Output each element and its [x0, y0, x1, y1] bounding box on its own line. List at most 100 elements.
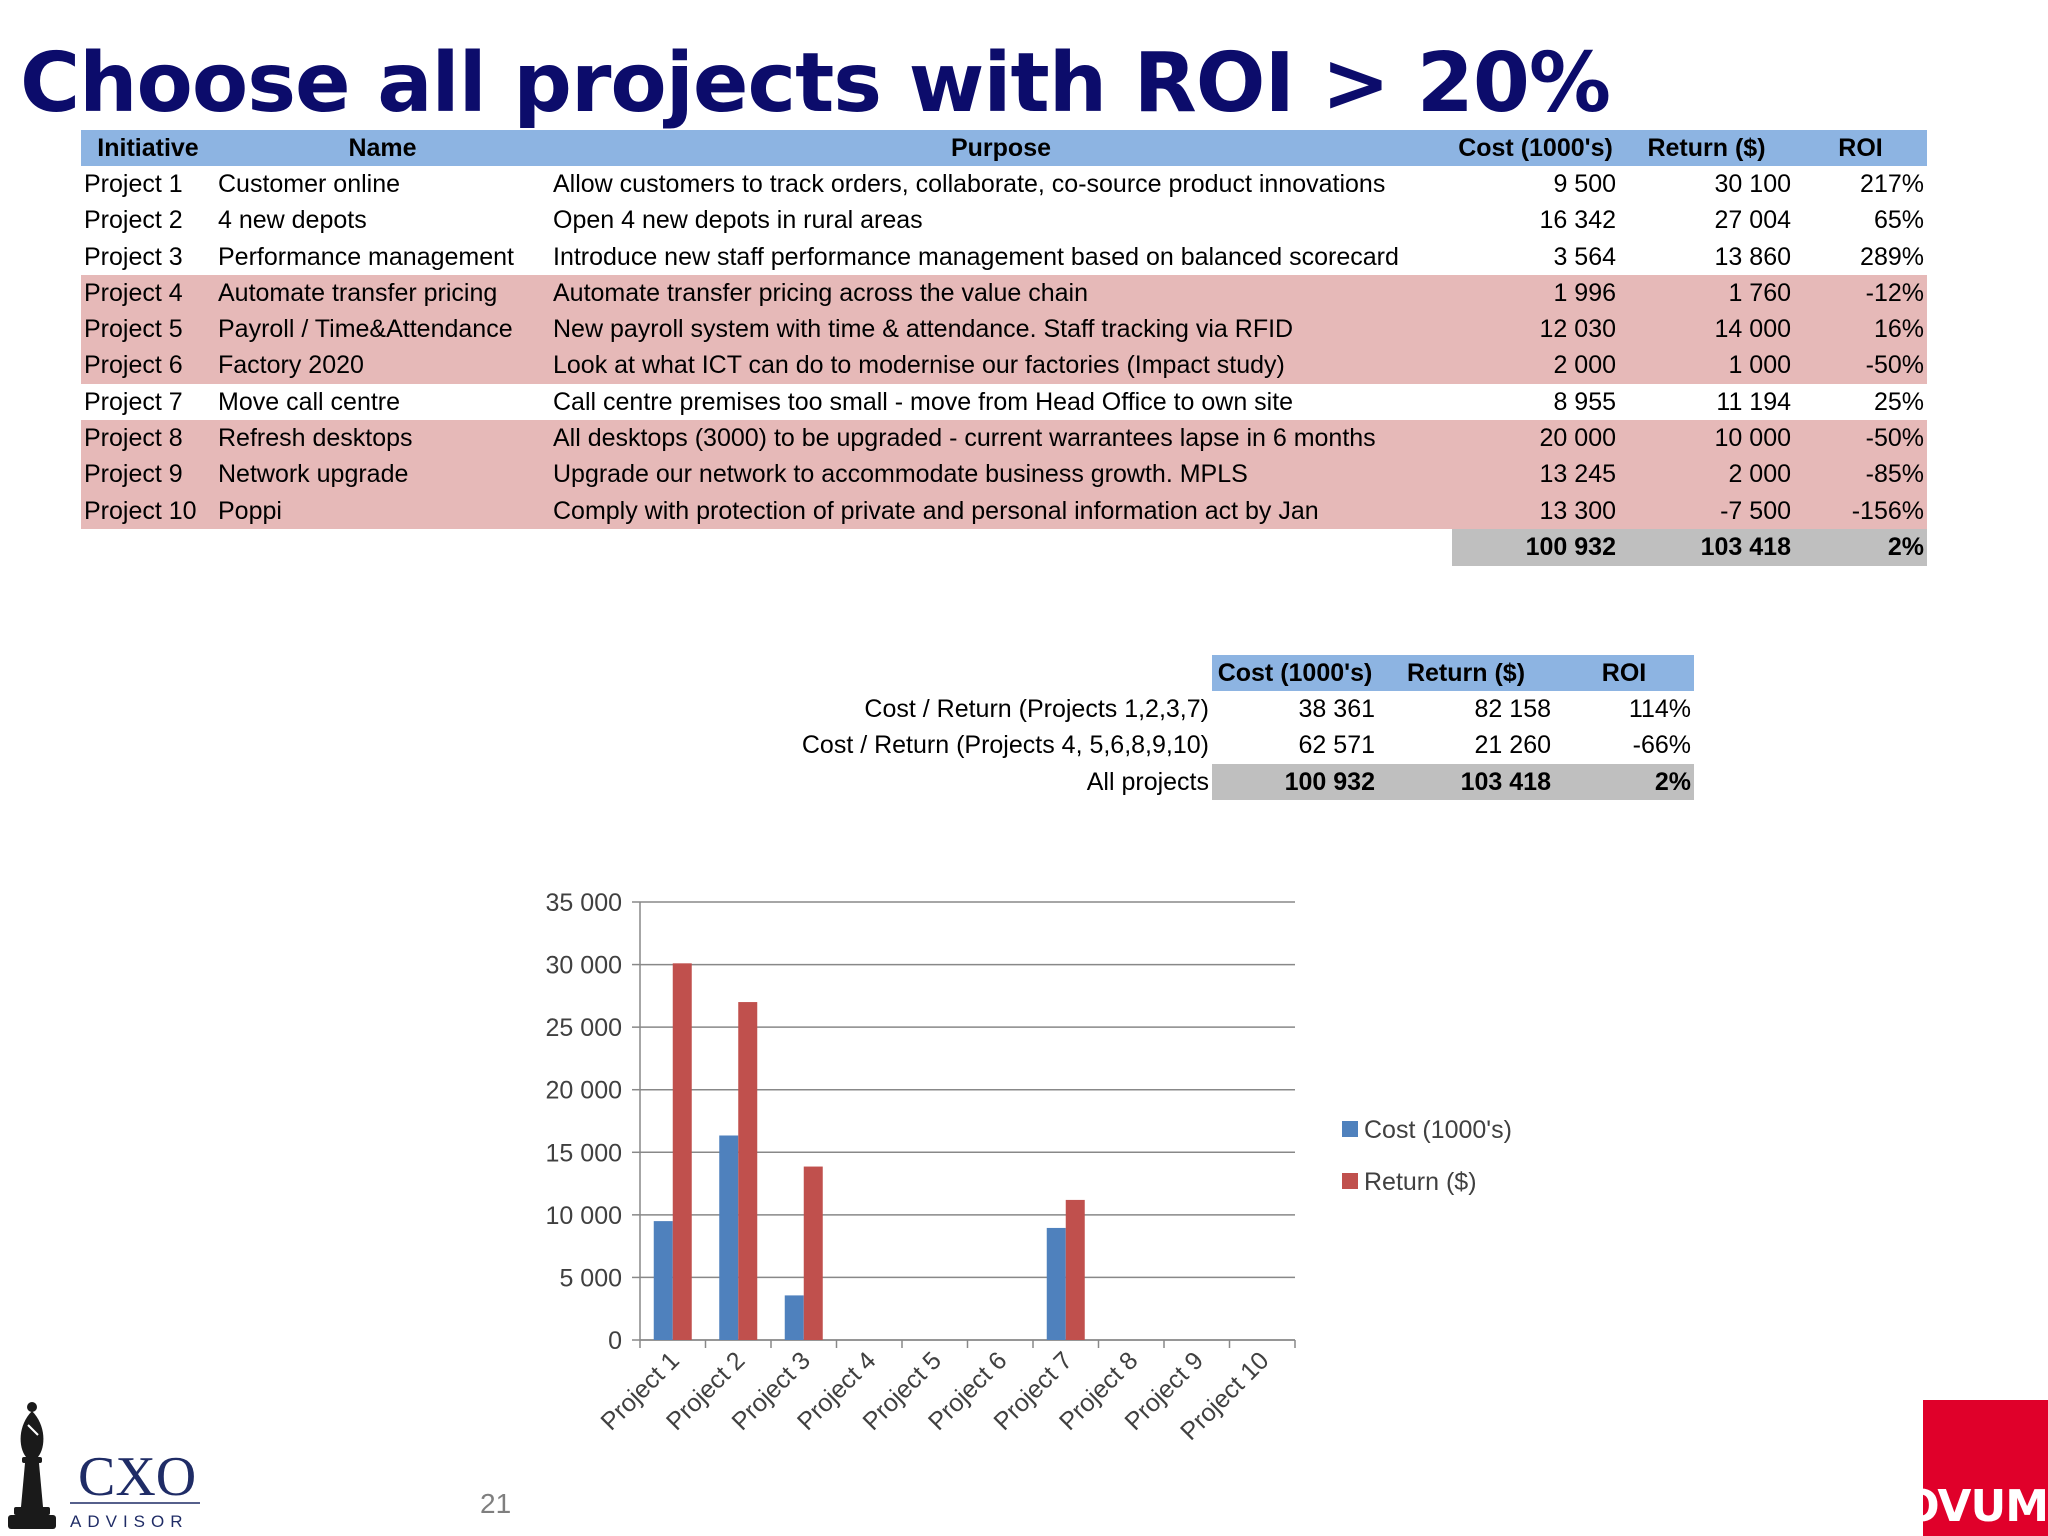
cell-return: 13 860 [1714, 242, 1791, 271]
bar-cost [1046, 1227, 1066, 1340]
cell-return: 27 004 [1714, 206, 1791, 235]
table-row: Project 6 Factory 2020 Look at what ICT ca… [81, 347, 1927, 385]
cell-name: Poppi [215, 492, 550, 530]
cell-name: 4 new depots [218, 206, 367, 235]
cell-purpose: Comply with protection of private and pe… [550, 492, 1452, 530]
chess-bishop-icon [8, 1402, 56, 1529]
cell-cost: 9 500 [1553, 169, 1616, 198]
table-row: Project 9 Network upgrade Upgrade our netw… [81, 456, 1927, 493]
total-spacer [81, 529, 215, 565]
legend-swatch [1342, 1173, 1358, 1189]
table-row: Project 4 Automate transfer pricing Automa… [81, 275, 1927, 312]
cell-roi: -50% [1794, 420, 1927, 457]
summary-cell-roi: 114% [1628, 694, 1691, 723]
y-tick-label: 35 000 [546, 889, 622, 917]
table-total-row: 100 932 103 418 2% [81, 529, 1927, 566]
total-roi: 2% [1794, 529, 1927, 566]
page-title: Choose all projects with ROI > 20% [20, 36, 1611, 131]
header-cost: Cost (1000's) [1452, 130, 1619, 167]
cell-cost: 2 000 [1452, 347, 1619, 385]
summary-total-label: All projects [1086, 767, 1209, 796]
cell-roi: 217% [1860, 169, 1924, 198]
bar-cost [719, 1135, 739, 1340]
legend-label: Cost (1000's) [1364, 1116, 1512, 1144]
cxo-logo-subtext: ADVISOR [70, 1512, 189, 1531]
cell-initiative: Project 2 [84, 206, 183, 235]
cell-name: Performance management [218, 242, 514, 271]
cell-cost: 8 955 [1553, 387, 1616, 416]
table-row: Project 5 Payroll / Time&Attendance New pa… [81, 311, 1927, 348]
bar-return [672, 963, 692, 1340]
cell-purpose: Allow customers to track orders, collabo… [553, 169, 1386, 198]
bar-return [803, 1166, 823, 1340]
cell-purpose: New payroll system with time & attendanc… [550, 311, 1452, 348]
y-tick-label: 0 [608, 1327, 622, 1355]
cell-cost: 13 300 [1452, 492, 1619, 530]
cell-initiative: Project 6 [81, 347, 215, 385]
summary-row: Cost / Return (Projects 1,2,3,7) 38 361 82… [760, 691, 1694, 727]
bar-cost [784, 1295, 804, 1340]
projects-table: Initiative Name Purpose Cost (1000's) Re… [81, 130, 1927, 566]
y-tick-label: 25 000 [546, 1014, 622, 1042]
cell-name: Factory 2020 [215, 347, 550, 385]
table-row: Project 7 Move call centre Call centre pre… [81, 384, 1927, 420]
cell-purpose: Upgrade our network to accommodate busin… [550, 456, 1452, 493]
cell-cost: 12 030 [1452, 311, 1619, 348]
summary-row: Cost / Return (Projects 4, 5,6,8,9,10) 62… [760, 728, 1694, 764]
cell-purpose: Automate transfer pricing across the val… [550, 275, 1452, 312]
cell-name: Move call centre [218, 387, 401, 416]
summary-cell-label: Cost / Return (Projects 4, 5,6,8,9,10) [801, 731, 1209, 760]
bar-return [1065, 1199, 1085, 1340]
header-roi: ROI [1794, 130, 1927, 167]
cxo-logo-text: CXO [78, 1446, 196, 1508]
table-row: Project 2 4 new depots Open 4 new depots i… [81, 203, 1927, 239]
cell-purpose: Look at what ICT can do to modernise our… [550, 347, 1452, 385]
total-cost: 100 932 [1452, 529, 1619, 566]
y-tick-label: 10 000 [546, 1202, 622, 1230]
cell-initiative: Project 8 [81, 420, 215, 457]
cell-name: Automate transfer pricing [215, 275, 550, 312]
cell-return: -7 500 [1619, 492, 1794, 530]
cell-purpose: Call centre premises too small - move fr… [553, 387, 1294, 416]
summary-header-cost: Cost (1000's) [1212, 655, 1378, 692]
cell-return: 2 000 [1619, 456, 1794, 493]
cell-cost: 16 342 [1539, 206, 1616, 235]
projects-table-header: Initiative Name Purpose Cost (1000's) Re… [81, 130, 1927, 167]
cell-name: Refresh desktops [215, 420, 550, 457]
table-row: Project 1 Customer online Allow customers … [81, 166, 1927, 202]
ovum-logo: OVUM [1923, 1400, 2048, 1536]
summary-total-row: All projects 100 932 103 418 2% [760, 763, 1694, 801]
summary-header-spacer [760, 655, 1212, 691]
cell-cost: 1 996 [1452, 275, 1619, 312]
cell-name: Customer online [218, 169, 401, 198]
y-tick-label: 30 000 [546, 952, 622, 980]
summary-total-cost: 100 932 [1212, 763, 1378, 801]
summary-cell-roi: -66% [1632, 731, 1691, 760]
cell-roi: 16% [1794, 311, 1927, 348]
total-spacer [215, 529, 550, 565]
summary-table: Cost (1000's) Return ($) ROI Cost / Retu… [760, 655, 1694, 801]
cell-purpose: All desktops (3000) to be upgraded - cur… [550, 420, 1452, 457]
legend-swatch [1342, 1121, 1358, 1137]
header-purpose: Purpose [550, 130, 1452, 167]
bar-return [738, 1002, 758, 1340]
cell-roi: -12% [1794, 275, 1927, 312]
cell-roi: 25% [1873, 387, 1924, 416]
cell-roi: -85% [1794, 456, 1927, 493]
summary-cell-cost: 38 361 [1298, 694, 1375, 723]
cell-initiative: Project 9 [81, 456, 215, 493]
summary-header-roi: ROI [1554, 655, 1694, 692]
header-return: Return ($) [1619, 130, 1794, 167]
cell-roi: -50% [1794, 347, 1927, 385]
y-tick-label: 5 000 [559, 1264, 622, 1292]
cell-initiative: Project 3 [84, 242, 183, 271]
table-row: Project 10 Poppi Comply with protection of… [81, 492, 1927, 530]
summary-total-roi: 2% [1554, 763, 1694, 801]
summary-cell-cost: 62 571 [1298, 731, 1375, 760]
summary-cell-return: 21 260 [1474, 731, 1551, 760]
y-tick-label: 15 000 [546, 1139, 622, 1167]
cell-roi: -156% [1794, 492, 1927, 530]
cell-name: Network upgrade [215, 456, 550, 493]
summary-cell-label: Cost / Return (Projects 1,2,3,7) [864, 694, 1209, 723]
cell-cost: 3 564 [1553, 242, 1616, 271]
